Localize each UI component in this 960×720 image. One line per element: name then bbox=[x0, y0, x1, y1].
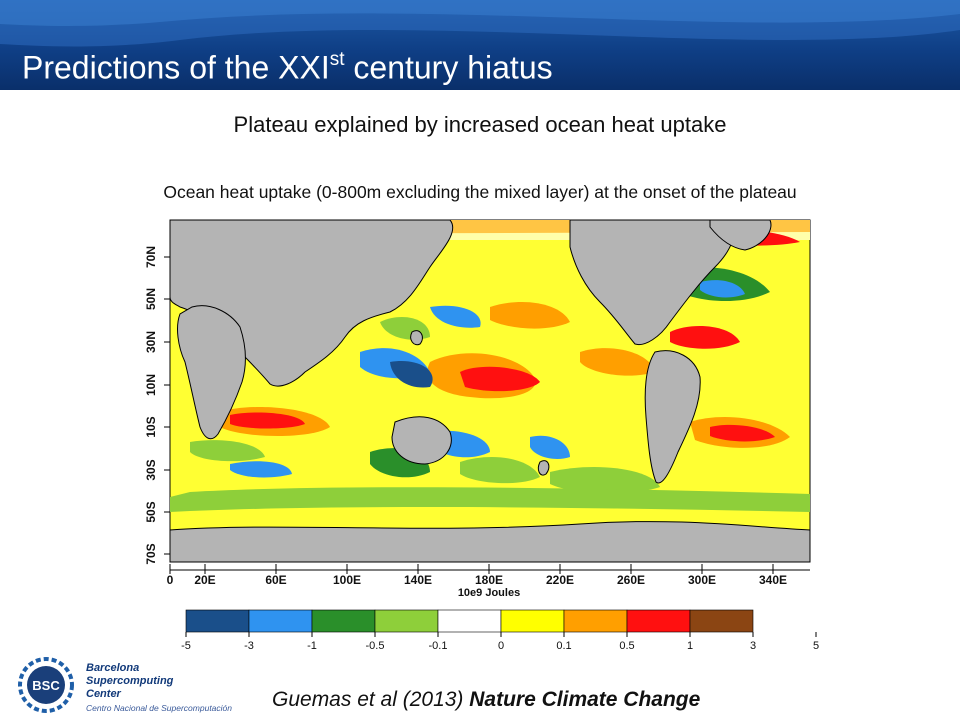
legend-tick-label: -5 bbox=[181, 640, 191, 652]
legend-swatch bbox=[500, 609, 565, 633]
lon-label-260E: 260E bbox=[617, 573, 645, 587]
title-banner: Predictions of the XXIst century hiatus bbox=[0, 0, 960, 90]
legend-swatch bbox=[626, 609, 691, 633]
banner-wave-decoration bbox=[0, 0, 960, 47]
legend-swatch bbox=[185, 609, 250, 633]
legend-swatch bbox=[563, 609, 628, 633]
logo-line-3: Center bbox=[86, 688, 121, 700]
slide-subtitle: Plateau explained by increased ocean hea… bbox=[233, 112, 727, 137]
lat-label-30S: 30S bbox=[144, 459, 158, 480]
continents bbox=[169, 219, 811, 563]
legend-swatch bbox=[311, 609, 376, 633]
lon-label-300E: 300E bbox=[688, 573, 716, 587]
legend-tick-label: 5 bbox=[813, 640, 819, 652]
legend-tick-label: -1 bbox=[307, 640, 317, 652]
figure-caption: Ocean heat uptake (0-800m excluding the … bbox=[163, 182, 797, 202]
legend-tick-label: -3 bbox=[244, 640, 254, 652]
legend-tick-label: -0.1 bbox=[429, 640, 448, 652]
south-america bbox=[644, 350, 701, 484]
lon-label-220E: 220E bbox=[546, 573, 574, 587]
antarctica bbox=[169, 521, 811, 563]
units-label: 10e9 Joules bbox=[458, 587, 520, 597]
greenland bbox=[709, 219, 772, 251]
color-legend: -5 -3 -1 -0.5 -0.1 0 0.1 0.5 1 3 5 bbox=[181, 609, 819, 652]
lat-label-70N: 70N bbox=[144, 246, 158, 268]
lon-label-20E: 20E bbox=[194, 573, 215, 587]
logo-line-1: Barcelona bbox=[86, 662, 140, 674]
japan bbox=[410, 330, 423, 346]
legend-swatch bbox=[689, 609, 754, 633]
legend-ticks: -5 -3 -1 -0.5 -0.1 0 0.1 0.5 1 3 5 bbox=[181, 632, 819, 652]
australia bbox=[391, 416, 452, 465]
legend-tick-label: 0.5 bbox=[619, 640, 634, 652]
logo-line-4: Centro Nacional de Supercomputación bbox=[86, 703, 233, 713]
lat-label-10N: 10N bbox=[144, 374, 158, 396]
lat-label-70S: 70S bbox=[144, 543, 158, 564]
lon-label-140E: 140E bbox=[404, 573, 432, 587]
lon-label-60E: 60E bbox=[265, 573, 286, 587]
legend-swatches bbox=[185, 609, 754, 633]
lon-label-340E: 340E bbox=[759, 573, 787, 587]
lon-label-180E: 180E bbox=[475, 573, 503, 587]
new-zealand bbox=[537, 460, 550, 476]
bsc-logo: BSC bbox=[18, 657, 74, 713]
legend-tick-label: 0 bbox=[498, 640, 504, 652]
lat-label-30N: 30N bbox=[144, 331, 158, 353]
ocean-heat-map: 70N 50N 30N 10N 10S 30S 50S 70S 0 20E 60… bbox=[144, 219, 811, 597]
lat-label-50S: 50S bbox=[144, 501, 158, 522]
north-america bbox=[569, 219, 735, 346]
lon-label-100E: 100E bbox=[333, 573, 361, 587]
legend-tick-label: 0.1 bbox=[556, 640, 571, 652]
slide-title: Predictions of the XXIst century hiatus bbox=[22, 49, 553, 86]
citation: Guemas et al (2013) Nature Climate Chang… bbox=[272, 688, 701, 711]
bsc-wordmark: Barcelona Supercomputing Center Centro N… bbox=[86, 662, 232, 715]
legend-tick-label: 3 bbox=[750, 640, 756, 652]
legend-tick-label: -0.5 bbox=[366, 640, 385, 652]
lat-label-10S: 10S bbox=[144, 416, 158, 437]
legend-swatch bbox=[437, 609, 502, 633]
legend-swatch bbox=[248, 609, 313, 633]
legend-swatch bbox=[374, 609, 439, 633]
legend-tick-label: 1 bbox=[687, 640, 693, 652]
lat-label-50N: 50N bbox=[144, 288, 158, 310]
lon-label-0: 0 bbox=[167, 573, 174, 587]
bsc-badge: BSC bbox=[32, 678, 60, 693]
logo-line-2: Supercomputing bbox=[86, 675, 174, 687]
africa bbox=[177, 305, 246, 440]
